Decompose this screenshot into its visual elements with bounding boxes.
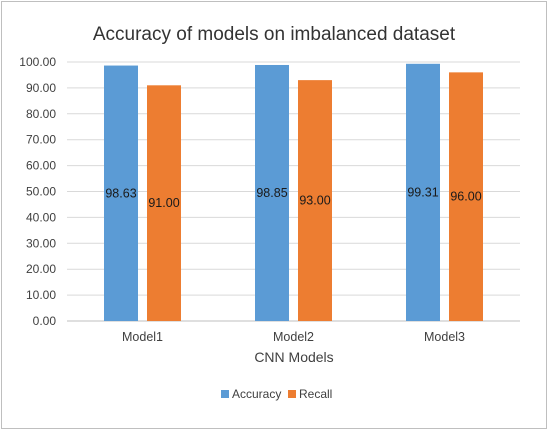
y-tick-label: 0.00 <box>33 314 57 328</box>
x-category-label: Model3 <box>424 330 465 344</box>
y-tick-label: 40.00 <box>26 210 56 224</box>
data-label: 91.00 <box>148 196 179 210</box>
bar-accuracy-model2 <box>255 64 289 321</box>
bar-recall-model3 <box>449 72 483 321</box>
y-tick-label: 70.00 <box>26 133 56 147</box>
y-tick-label: 90.00 <box>26 81 56 95</box>
y-tick-label: 10.00 <box>26 288 56 302</box>
data-label: 93.00 <box>299 194 330 208</box>
bar-recall-model2 <box>298 80 332 321</box>
y-axis-ticks: 0.00 10.00 20.00 30.00 40.00 50.00 60.00 70.00 8… <box>19 55 56 328</box>
bar-accuracy-model1 <box>104 65 138 321</box>
x-category-label: Model1 <box>122 330 163 344</box>
gridlines <box>67 61 520 322</box>
x-category-label: Model2 <box>273 330 314 344</box>
y-tick-label: 100.00 <box>19 55 56 69</box>
legend: Accuracy Recall <box>221 387 332 401</box>
y-tick-label: 50.00 <box>26 185 56 199</box>
y-tick-label: 30.00 <box>26 236 56 250</box>
chart-title: Accuracy of models on imbalanced dataset <box>93 24 456 45</box>
data-label: 98.85 <box>256 186 287 200</box>
legend-swatch-accuracy <box>221 390 229 398</box>
bars <box>104 63 483 321</box>
data-label: 96.00 <box>450 190 481 204</box>
bar-recall-model1 <box>147 85 181 321</box>
y-tick-label: 80.00 <box>26 107 56 121</box>
data-label: 98.63 <box>105 186 136 200</box>
x-axis-title: CNN Models <box>254 349 333 365</box>
y-tick-label: 20.00 <box>26 262 56 276</box>
legend-label-recall: Recall <box>299 387 332 401</box>
data-labels: 98.63 91.00 98.85 93.00 99.31 96.00 <box>105 185 481 210</box>
bar-accuracy-model3 <box>406 63 440 321</box>
x-axis-categories: Model1 Model2 Model3 <box>122 330 465 344</box>
data-label: 99.31 <box>407 185 438 199</box>
legend-swatch-recall <box>288 390 296 398</box>
legend-label-accuracy: Accuracy <box>232 387 281 401</box>
y-tick-label: 60.00 <box>26 159 56 173</box>
